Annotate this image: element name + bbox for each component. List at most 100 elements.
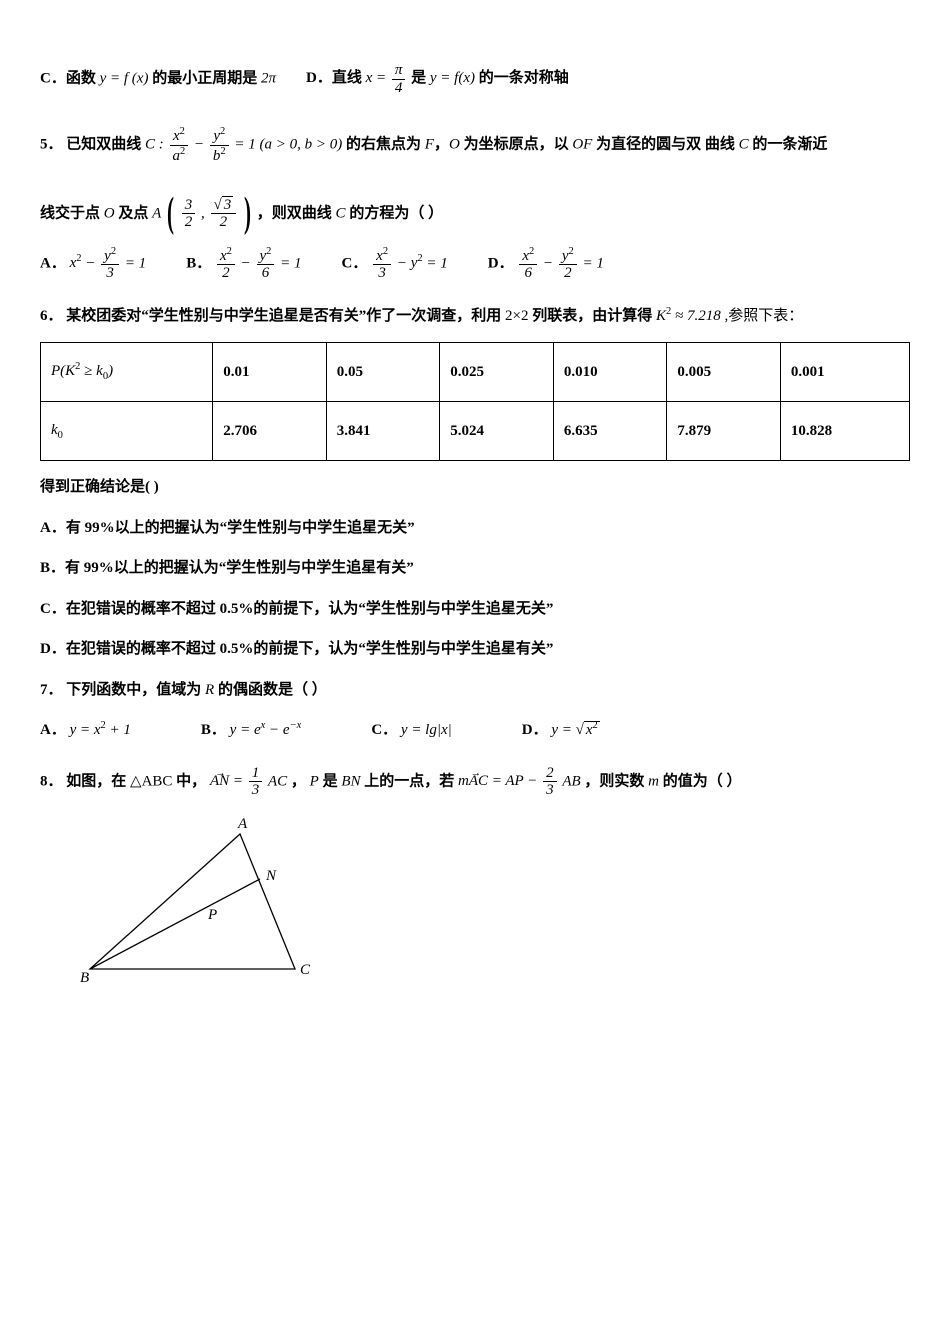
text: 的最小正周期是 — [152, 70, 261, 86]
R: R — [205, 682, 214, 698]
cell: 0.025 — [440, 343, 554, 402]
t: ) — [108, 363, 113, 379]
den: 2 — [182, 214, 196, 231]
den: 4 — [392, 80, 406, 97]
d: a — [173, 148, 181, 164]
P: P — [310, 773, 319, 789]
qnum: 8． — [40, 773, 63, 789]
q6-concl: 得到正确结论是( ) — [40, 473, 910, 502]
text: C : — [145, 136, 168, 152]
n: x — [376, 248, 383, 264]
text: ， — [434, 136, 449, 152]
text: x = — [366, 70, 390, 86]
text: 下列函数中，值域为 — [66, 682, 205, 698]
text: y = f — [100, 70, 128, 86]
q7: 7． 下列函数中，值域为 R 的偶函数是（ ） — [40, 676, 910, 705]
text: 为坐标原点，以 — [464, 136, 573, 152]
text: C — [739, 136, 749, 152]
label: B． — [201, 722, 226, 738]
d: 6 — [257, 265, 275, 282]
n: x — [522, 248, 529, 264]
text: A — [152, 205, 161, 221]
BN: BN — [341, 773, 360, 789]
text: y = f — [430, 70, 458, 86]
text: 的一条对称轴 — [479, 70, 569, 86]
q6-table: P(K2 ≥ k0) 0.01 0.05 0.025 0.010 0.005 0… — [40, 342, 910, 461]
dim: 2×2 — [505, 308, 528, 324]
text: 的方程为（ ） — [349, 205, 443, 221]
d: 6 — [519, 265, 537, 282]
cell: 6.635 — [553, 402, 667, 461]
cell: 0.05 — [326, 343, 440, 402]
eq: = 1 — [280, 255, 301, 271]
tri: △ABC — [130, 773, 172, 789]
K: K — [656, 308, 666, 324]
cell: 2.706 — [213, 402, 327, 461]
q4-optC: C．函数 y = f (x) 的最小正周期是 2π — [40, 70, 280, 86]
text: 的一条渐近 — [752, 136, 827, 152]
cell: 0.001 — [780, 343, 909, 402]
t: P(K — [51, 363, 75, 379]
n: x — [220, 248, 227, 264]
label: A． — [40, 255, 66, 271]
text: 中， — [176, 773, 206, 789]
den: 3 — [249, 782, 263, 799]
label: A． — [40, 722, 66, 738]
m: m — [648, 773, 659, 789]
eq: y = x — [70, 722, 101, 738]
d: 2 — [217, 265, 235, 282]
q7-optB: B． y = ex − e−x — [201, 716, 301, 745]
text: O — [104, 205, 115, 221]
q5-optD: D． x26 − y22 = 1 — [488, 246, 604, 282]
qnum: 7． — [40, 682, 63, 698]
eq: = 1 — [426, 255, 447, 271]
cell: 5.024 — [440, 402, 554, 461]
t: ≥ k — [80, 363, 102, 379]
text: 已知双曲线 — [66, 136, 145, 152]
label-C: C — [300, 962, 311, 978]
q4-optD: D．直线 x = π4 是 y = f(x) 的一条对称轴 — [306, 70, 569, 86]
text: D．直线 — [306, 70, 366, 86]
text: OF — [572, 136, 592, 152]
q8: 8． 如图，在 △ABC 中， →AN = 13 AC ， P 是 BN 上的一… — [40, 765, 910, 799]
q6-optB: B．有 99%以上的把握认为“学生性别与中学生追星有关” — [40, 554, 910, 583]
th-k0: k0 — [41, 402, 213, 461]
eq: y = e — [230, 722, 261, 738]
text: ，则双曲线 — [257, 205, 336, 221]
q5-optA: A． x2 − y23 = 1 — [40, 246, 146, 282]
eq: − e — [265, 722, 289, 738]
n: x — [173, 128, 180, 144]
q4-options: C．函数 y = f (x) 的最小正周期是 2π D．直线 x = π4 是 … — [40, 62, 910, 96]
text: 为直径的圆与双 曲线 — [596, 136, 739, 152]
qnum: 6． — [40, 308, 63, 324]
num: 3 — [222, 196, 234, 213]
text: − — [194, 136, 208, 152]
text: O — [449, 136, 460, 152]
n: y — [562, 248, 569, 264]
text: 如图，在 — [66, 773, 130, 789]
qnum: 5． — [40, 136, 63, 152]
triangle-abc — [90, 834, 295, 969]
text: 是 — [323, 773, 342, 789]
cell: 10.828 — [780, 402, 909, 461]
den: 3 — [543, 782, 557, 799]
triangle-diagram: A B C N P — [80, 814, 340, 984]
q8-figure: A B C N P — [80, 814, 910, 995]
d: 3 — [373, 265, 391, 282]
text: 及点 — [118, 205, 152, 221]
cell: 7.879 — [667, 402, 781, 461]
eq: = 1 — [583, 255, 604, 271]
d: 3 — [101, 265, 119, 282]
text: F — [425, 136, 434, 152]
text: 线交于点 — [40, 205, 104, 221]
label-B: B — [80, 970, 89, 984]
text: ,参照下表： — [725, 308, 804, 324]
n: y — [104, 248, 111, 264]
text: 上的一点，若 — [364, 773, 458, 789]
text: C．函数 — [40, 70, 100, 86]
cell: 0.005 — [667, 343, 781, 402]
label: C． — [342, 255, 368, 271]
text: (x) — [132, 70, 149, 86]
text: C — [336, 205, 346, 221]
text: 列联表，由计算得 — [532, 308, 656, 324]
